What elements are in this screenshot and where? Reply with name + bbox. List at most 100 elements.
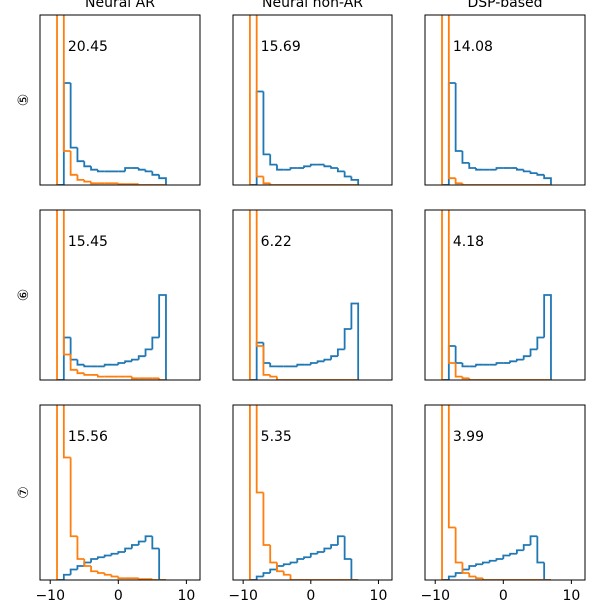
histogram-step	[90, 558, 98, 563]
histogram-step	[76, 369, 85, 375]
histogram-step	[255, 90, 264, 185]
row-label: ⑦	[16, 486, 32, 499]
histogram-step	[137, 578, 146, 580]
histogram-step	[454, 363, 463, 378]
histogram-step	[481, 578, 490, 580]
histogram-step	[502, 554, 511, 559]
column-title: DSP-based	[467, 0, 542, 11]
histogram-step	[96, 571, 105, 574]
row-label: ⑤	[16, 94, 32, 107]
histogram-step	[69, 354, 78, 371]
histogram-step	[158, 294, 167, 380]
histogram-step	[495, 558, 504, 561]
histogram-step	[255, 210, 264, 347]
histogram-step	[117, 576, 126, 580]
histogram-step	[131, 358, 139, 362]
histogram-step	[509, 552, 517, 556]
histogram-step	[269, 183, 277, 185]
histogram-step	[475, 363, 483, 367]
x-tick-label: 10	[177, 588, 195, 604]
histogram-step	[323, 358, 332, 362]
histogram-step	[350, 559, 359, 580]
histogram-step	[468, 378, 477, 380]
histogram-step	[62, 210, 71, 356]
annotation: 15.69	[261, 39, 301, 55]
histogram-step	[475, 168, 483, 171]
histogram-step	[536, 336, 545, 350]
histogram-step	[269, 545, 277, 564]
axes-frame	[424, 209, 586, 381]
histogram-step	[83, 179, 92, 183]
histogram-step	[124, 167, 132, 172]
histogram-step	[529, 535, 538, 545]
histogram-step	[536, 536, 545, 564]
histogram-step	[90, 181, 98, 185]
histogram-step	[255, 405, 264, 494]
histogram-step	[56, 15, 58, 185]
histogram-step	[441, 405, 443, 580]
x-tick-label: 0	[499, 588, 508, 604]
histogram-step	[509, 360, 517, 363]
histogram-step	[543, 174, 552, 185]
histogram-step	[282, 563, 291, 566]
histogram-step	[103, 363, 112, 367]
histogram-step	[83, 161, 92, 168]
axes-frame	[39, 209, 201, 381]
histogram-step	[76, 147, 85, 163]
histogram-step	[96, 169, 105, 173]
histogram-step	[262, 572, 271, 577]
histogram-step	[262, 176, 271, 185]
axes-frame	[232, 14, 393, 186]
histogram-step	[83, 373, 92, 376]
plot-area	[249, 405, 359, 580]
annotation: 15.45	[68, 234, 108, 250]
histogram-step	[269, 568, 277, 573]
histogram-step	[276, 565, 284, 570]
histogram-step	[83, 559, 92, 567]
annotation: 6.22	[261, 234, 292, 250]
histogram-step	[454, 346, 463, 364]
histogram-step	[76, 536, 85, 560]
histogram-step	[76, 359, 85, 366]
histogram-step	[56, 405, 58, 580]
histogram-step	[262, 492, 271, 546]
histogram-step	[62, 573, 71, 580]
plot-area	[441, 210, 552, 380]
histogram-step	[309, 163, 318, 167]
histogram-step	[475, 576, 483, 580]
annotation: 5.35	[261, 429, 292, 445]
histogram-step	[255, 15, 264, 178]
histogram-step	[137, 540, 146, 545]
histogram-step	[336, 348, 345, 357]
histogram-step	[269, 374, 277, 378]
histogram-step	[117, 362, 126, 365]
histogram-step	[103, 573, 112, 576]
histogram-step	[262, 342, 271, 364]
histogram-step	[495, 362, 504, 365]
histogram-step	[262, 346, 271, 376]
x-tick-label: −10	[228, 588, 258, 604]
histogram-step	[543, 294, 552, 380]
histogram-step	[289, 574, 298, 580]
histogram-step	[461, 151, 470, 164]
histogram-step	[343, 171, 352, 178]
histogram-step	[296, 558, 305, 563]
histogram-step	[330, 355, 338, 360]
histogram-step	[62, 405, 71, 459]
histogram-step	[323, 547, 332, 552]
histogram-step	[296, 363, 305, 367]
plot-area	[56, 15, 167, 185]
histogram-step	[158, 378, 166, 380]
histogram-step	[151, 171, 160, 176]
histogram-step	[56, 210, 58, 380]
histogram-step	[323, 164, 332, 168]
histogram-step	[255, 341, 264, 380]
histogram-step	[76, 174, 85, 181]
x-tick-label: −10	[35, 588, 65, 604]
histogram-step	[249, 15, 251, 185]
histogram-step	[262, 91, 271, 156]
histogram-step	[124, 547, 132, 552]
axes-frame	[39, 14, 201, 186]
histogram-step	[468, 565, 477, 570]
histogram-step	[276, 164, 284, 171]
